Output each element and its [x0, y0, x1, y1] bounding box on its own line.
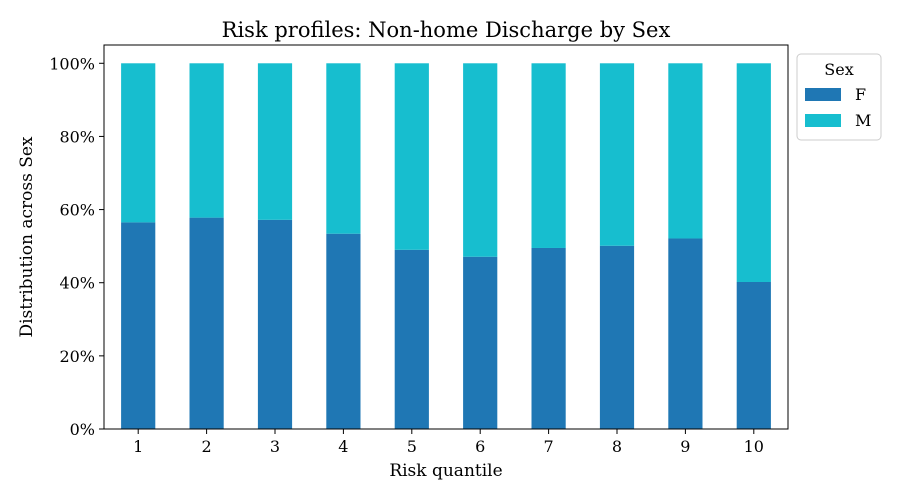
y-tick-label: 20%: [59, 347, 95, 366]
bar-f-quantile-8: [599, 245, 635, 429]
bar-f-quantile-7: [531, 247, 566, 429]
bar-f-quantile-10: [736, 281, 771, 429]
x-tick-label: 10: [744, 437, 764, 456]
bar-f-quantile-5: [394, 249, 429, 429]
legend: Sex FM: [796, 53, 882, 141]
legend-swatch-f: [805, 88, 841, 101]
x-tick-label: 6: [475, 437, 485, 456]
bar-m-quantile-10: [736, 63, 771, 282]
plot-area: 1 2 3 4 5 6 7 8 9 100%20%40%60%80%100%: [49, 44, 789, 456]
y-tick-label: 0%: [70, 420, 95, 439]
y-axis-label: Distribution across Sex: [17, 136, 37, 337]
bar-m-quantile-3: [257, 63, 293, 220]
legend-swatch-m: [805, 114, 841, 127]
y-tick-label: 80%: [59, 127, 95, 146]
legend-label-f: F: [855, 85, 866, 104]
bar-f-quantile-6: [463, 256, 498, 429]
x-tick-label: 4: [338, 437, 348, 456]
y-tick-label: 40%: [59, 274, 95, 293]
legend-label-m: M: [855, 111, 871, 130]
bar-m-quantile-4: [326, 63, 361, 234]
bar-m-quantile-2: [189, 63, 224, 218]
bar-m-quantile-5: [394, 63, 429, 250]
legend-entries: FM: [805, 85, 871, 130]
bar-m-quantile-9: [668, 63, 703, 239]
x-tick-label: 2: [202, 437, 212, 456]
y-tick-label: 100%: [49, 54, 95, 73]
bar-m-quantile-1: [121, 63, 156, 223]
x-tick-label: 5: [407, 437, 417, 456]
bar-f-quantile-3: [257, 219, 293, 429]
x-tick-label: 1: [133, 437, 143, 456]
bar-f-quantile-4: [326, 233, 361, 429]
bar-m-quantile-7: [531, 63, 566, 248]
bar-f-quantile-2: [189, 217, 224, 429]
y-tick-label: 60%: [59, 201, 95, 220]
bar-f-quantile-9: [668, 238, 703, 429]
x-tick-label: 7: [544, 437, 554, 456]
x-tick-label: 8: [612, 437, 622, 456]
bar-f-quantile-1: [121, 222, 156, 429]
x-axis-label: Risk quantile: [389, 461, 502, 481]
bar-m-quantile-6: [463, 63, 498, 257]
axes-frame: [103, 44, 789, 430]
bar-m-quantile-8: [599, 63, 635, 246]
x-tick-label: 9: [680, 437, 690, 456]
x-tick-label: 3: [270, 437, 280, 456]
chart-title: Risk profiles: Non-home Discharge by Sex: [222, 18, 671, 42]
legend-title: Sex: [824, 60, 853, 79]
